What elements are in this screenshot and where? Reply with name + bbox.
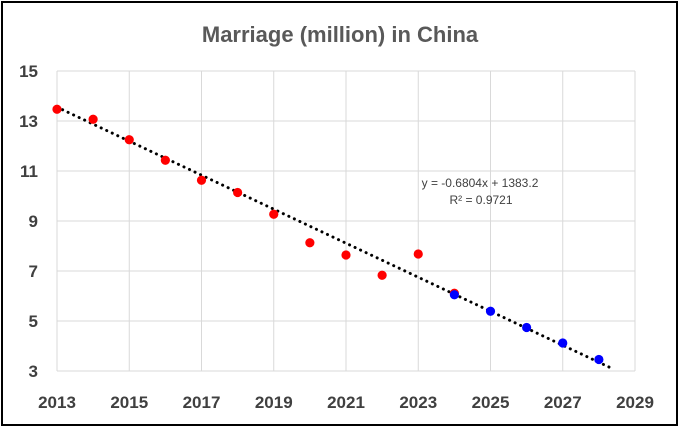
data-point-series-1 bbox=[52, 104, 62, 114]
trendline-equation: y = -0.6804x + 1383.2 bbox=[422, 176, 539, 190]
data-point-series-1 bbox=[305, 238, 315, 248]
x-tick-label: 2023 bbox=[399, 393, 437, 412]
data-point-series-2 bbox=[522, 322, 532, 333]
data-point-series-1 bbox=[377, 270, 387, 280]
y-tick-label: 13 bbox=[19, 112, 38, 131]
data-point-series-1 bbox=[413, 249, 423, 259]
x-tick-label: 2019 bbox=[255, 393, 293, 412]
y-tick-label: 7 bbox=[29, 262, 38, 281]
x-tick-label: 2013 bbox=[38, 393, 76, 412]
data-point-series-2 bbox=[449, 290, 459, 300]
data-point-series-1 bbox=[233, 187, 243, 198]
data-points bbox=[52, 104, 604, 365]
x-tick-label: 2021 bbox=[327, 393, 365, 412]
trendline-group bbox=[55, 105, 615, 371]
data-point-series-1 bbox=[269, 209, 279, 219]
data-point-series-1 bbox=[124, 135, 134, 145]
gridlines bbox=[56, 70, 636, 372]
y-tick-label: 3 bbox=[29, 362, 38, 381]
x-tick-label: 2015 bbox=[110, 393, 148, 412]
data-point-series-2 bbox=[485, 306, 496, 316]
x-axis-tick-labels: 2013 2015 2017 2019 2021 2023 2025 2027 2029 bbox=[38, 393, 654, 412]
data-point-series-2 bbox=[558, 338, 568, 348]
data-point-series-1 bbox=[196, 175, 207, 185]
x-tick-label: 2025 bbox=[472, 393, 510, 412]
trendline-equation-group: y = -0.6804x + 1383.2 R² = 0.9721 bbox=[422, 176, 539, 207]
chart-title: Marriage (million) in China bbox=[202, 22, 479, 47]
trendline-r-squared: R² = 0.9721 bbox=[449, 193, 512, 207]
y-axis-tick-labels: 15 13 11 9 7 5 3 bbox=[19, 62, 38, 381]
data-point-series-1 bbox=[341, 250, 351, 260]
trendline bbox=[55, 105, 615, 371]
data-point-series-2 bbox=[594, 354, 604, 365]
y-tick-label: 9 bbox=[29, 212, 38, 231]
data-point-series-1 bbox=[160, 155, 170, 165]
x-tick-label: 2027 bbox=[544, 393, 582, 412]
y-tick-label: 5 bbox=[29, 312, 38, 331]
y-tick-label: 11 bbox=[20, 162, 38, 181]
x-tick-label: 2017 bbox=[183, 393, 221, 412]
x-tick-label: 2029 bbox=[616, 393, 654, 412]
data-point-series-1 bbox=[88, 114, 98, 124]
y-tick-label: 15 bbox=[19, 62, 38, 81]
